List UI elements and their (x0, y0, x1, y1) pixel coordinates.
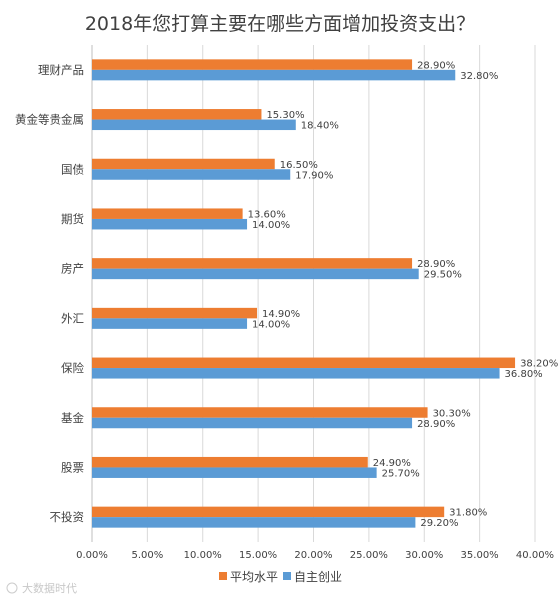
data-label: 16.50% (280, 160, 318, 171)
data-label: 14.90% (262, 309, 300, 320)
bar-entrepreneur (92, 119, 296, 131)
legend: 平均水平 自主创业 (219, 570, 342, 584)
category-label: 基金 (61, 411, 84, 425)
x-tick-label: 10.00% (184, 550, 222, 561)
category-label: 黄金等贵金属 (15, 113, 84, 127)
data-label: 13.60% (248, 209, 286, 220)
bar-average (92, 109, 262, 120)
legend-swatch (219, 572, 227, 580)
watermark-text: 大数据时代 (22, 581, 77, 595)
data-label: 17.90% (295, 170, 333, 181)
bar-average (92, 258, 413, 269)
data-label: 28.90% (417, 259, 455, 270)
bar-average (92, 208, 243, 219)
legend-label: 自主创业 (294, 570, 342, 584)
bar-entrepreneur (92, 268, 419, 280)
data-label: 30.30% (433, 408, 471, 419)
x-tick-label: 0.00% (76, 550, 108, 561)
bar-average (92, 357, 516, 369)
data-label: 24.90% (373, 458, 411, 469)
data-label: 14.00% (252, 220, 290, 231)
bar-average (92, 506, 445, 518)
category-label: 理财产品 (38, 63, 84, 77)
bar-entrepreneur (92, 169, 291, 180)
x-tick-label: 20.00% (294, 550, 332, 561)
data-label: 28.90% (417, 419, 455, 430)
data-label: 38.20% (520, 359, 558, 370)
labels: 0.00% 5.00% 10.00% 15.00% 20.00% 25.00% 30.00%… (15, 60, 558, 561)
bar-entrepreneur (92, 318, 248, 329)
x-tick-label: 5.00% (131, 550, 163, 561)
data-label: 36.80% (505, 369, 543, 380)
bar-average (92, 307, 258, 319)
bar-entrepreneur (92, 218, 248, 230)
bars (92, 59, 516, 528)
category-label: 外汇 (61, 311, 84, 325)
watermark-logo-icon (6, 582, 18, 594)
data-label: 25.70% (382, 468, 420, 479)
data-label: 32.80% (460, 71, 498, 82)
chart-title: 2018年您打算主要在哪些方面增加投资支出？ (85, 13, 475, 35)
bar-average (92, 407, 428, 418)
x-tick-label: 15.00% (239, 550, 277, 561)
category-label: 期货 (61, 212, 84, 226)
x-tick-label: 35.00% (461, 550, 499, 561)
category-label: 不投资 (50, 510, 85, 524)
data-label: 28.90% (417, 60, 455, 71)
x-tick-label: 25.00% (350, 550, 388, 561)
bar-entrepreneur (92, 368, 500, 379)
category-label: 股票 (61, 460, 84, 474)
category-label: 房产 (61, 262, 84, 276)
bar-average (92, 59, 413, 70)
bar-entrepreneur (92, 517, 416, 528)
category-label: 保险 (61, 361, 84, 375)
x-tick-label: 40.00% (516, 550, 554, 561)
watermark: 大数据时代 (6, 581, 77, 595)
data-label: 31.80% (449, 508, 487, 519)
data-label: 29.20% (420, 518, 458, 529)
bar-entrepreneur (92, 417, 413, 429)
bar-entrepreneur (92, 467, 377, 478)
legend-swatch (283, 572, 291, 580)
bar-average (92, 158, 275, 170)
data-label: 14.00% (252, 319, 290, 330)
data-label: 18.40% (301, 121, 339, 132)
bar-average (92, 456, 368, 468)
data-label: 15.30% (266, 110, 304, 121)
x-tick-label: 30.00% (405, 550, 443, 561)
bar-entrepreneur (92, 69, 456, 81)
category-label: 国债 (61, 162, 84, 176)
legend-label: 平均水平 (230, 570, 278, 584)
data-label: 29.50% (424, 270, 462, 281)
